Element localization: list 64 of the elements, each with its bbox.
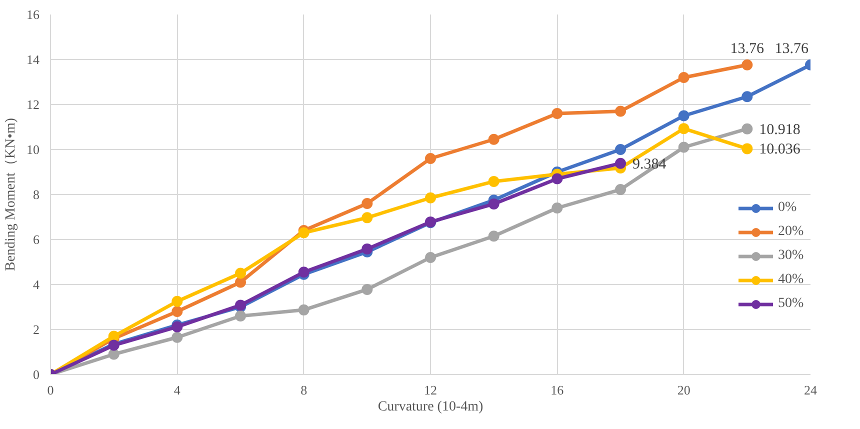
- point: [488, 134, 500, 145]
- legend-label: 30%: [778, 248, 804, 264]
- point: [172, 332, 183, 343]
- point: [742, 59, 753, 70]
- point: [362, 198, 373, 209]
- point: [298, 227, 310, 238]
- point: [425, 192, 436, 204]
- point: [172, 306, 183, 317]
- y-tick-label: 0: [33, 367, 40, 382]
- point: [108, 330, 120, 342]
- point: [678, 142, 690, 153]
- point: [362, 284, 373, 295]
- point: [678, 110, 690, 122]
- point: [615, 106, 626, 117]
- y-tick-label: 4: [33, 277, 40, 292]
- x-tick-label: 0: [47, 382, 54, 398]
- data-label: 10.918: [759, 122, 800, 138]
- point: [425, 252, 436, 263]
- y-tick-label: 6: [33, 232, 40, 247]
- point: [362, 212, 373, 224]
- point: [172, 296, 183, 307]
- x-tick-label: 16: [550, 382, 564, 398]
- point: [362, 243, 373, 254]
- x-tick-label: 8: [300, 382, 308, 398]
- point: [488, 230, 500, 242]
- point: [742, 123, 753, 134]
- data-label: 9.384: [632, 156, 667, 172]
- y-axis-title: Bending Moment（KN•m): [4, 118, 18, 272]
- legend-label: 20%: [778, 224, 804, 240]
- y-tick-label: 8: [33, 187, 40, 202]
- data-label: 13.76: [774, 40, 809, 57]
- x-tick-label: 12: [424, 382, 437, 398]
- data-label: 13.76: [730, 40, 765, 57]
- point: [425, 153, 436, 164]
- x-tick-label: 24: [804, 382, 818, 398]
- legend-label: 40%: [778, 272, 804, 288]
- point: [298, 304, 310, 316]
- point: [678, 72, 690, 83]
- point: [615, 144, 626, 155]
- point: [678, 123, 690, 134]
- y-tick-label: 12: [26, 97, 40, 112]
- y-tick-label: 14: [26, 52, 40, 67]
- legend-label: 50%: [778, 296, 804, 312]
- point: [235, 310, 246, 322]
- point: [615, 158, 626, 169]
- x-tick-label: 20: [677, 382, 690, 398]
- point: [552, 202, 563, 214]
- data-label: 10.036: [759, 142, 801, 158]
- x-axis-title: Curvature (10-4m): [378, 400, 484, 414]
- point: [552, 173, 563, 184]
- x-tick-label: 4: [174, 382, 181, 398]
- point: [742, 91, 753, 102]
- point: [108, 348, 120, 360]
- y-tick-label: 16: [26, 7, 40, 22]
- point: [235, 276, 246, 288]
- point: [552, 108, 563, 119]
- legend-label: 0%: [778, 200, 798, 216]
- point: [235, 268, 246, 279]
- point: [742, 143, 753, 154]
- point: [615, 184, 626, 196]
- y-tick-label: 2: [33, 322, 40, 337]
- point: [488, 198, 500, 210]
- point: [488, 176, 500, 187]
- y-tick-label: 10: [26, 142, 40, 157]
